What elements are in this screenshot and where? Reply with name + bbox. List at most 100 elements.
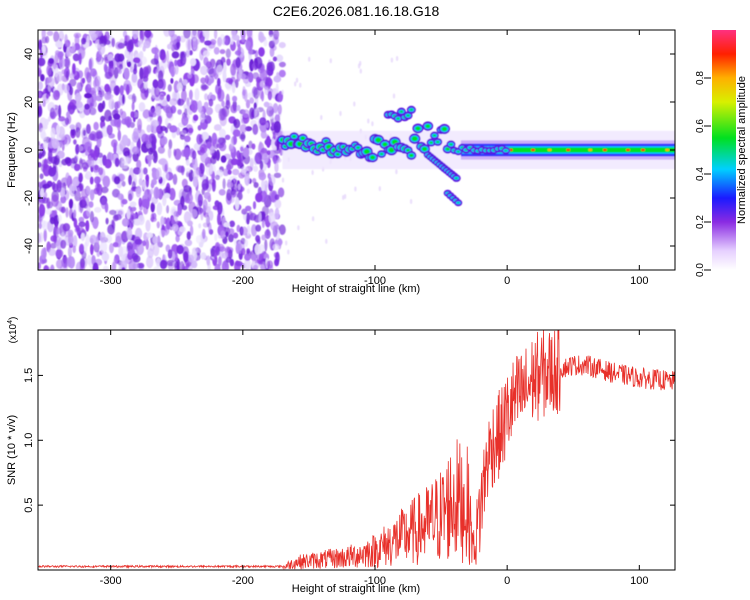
heatmap-noise-cell [131, 93, 136, 104]
heatmap-noise-cell [167, 147, 172, 159]
heatmap-noise-cell [45, 93, 49, 99]
heatmap-noise-cell [162, 254, 167, 261]
heatmap-noise-cell [41, 45, 46, 54]
heatmap-noise-cell [53, 31, 60, 43]
heatmap-noise-cell [233, 135, 237, 145]
heatmap-noise-cell [185, 159, 190, 166]
heatmap-blob [456, 150, 460, 153]
heatmap-noise-cell [208, 98, 214, 107]
heatmap-noise-cell [113, 176, 121, 185]
heatmap-blob [436, 140, 440, 143]
heatmap-noise-cell [142, 167, 148, 175]
heatmap-noise-cell [53, 89, 60, 101]
heatmap-noise-cell [228, 228, 235, 235]
heatmap-noise-cell [220, 230, 226, 240]
heatmap-noise-cell [211, 132, 218, 145]
heatmap-noise-cell [65, 70, 69, 81]
heatmap-noise-cell [100, 240, 108, 254]
heatmap-noise-cell [253, 182, 259, 188]
snr-frame [37, 329, 676, 571]
heatmap-noise-cell [137, 78, 144, 89]
heatmap-noise-cell [83, 141, 92, 151]
heatmap-noise-cell [73, 32, 82, 39]
heatmap-noise-cell [221, 260, 229, 270]
heatmap-noise-cell [238, 68, 242, 80]
heatmap-noise-cell [132, 30, 139, 40]
heatmap-peak [640, 148, 645, 152]
heatmap-noise-cell [97, 152, 103, 158]
heatmap-noise-cell [86, 123, 91, 135]
heatmap-noise-cell [219, 49, 226, 55]
heatmap-noise-cell [41, 30, 46, 40]
heatmap-noise-cell [213, 124, 222, 131]
heatmap-noise-cell [38, 199, 44, 206]
heatmap-noise-cell [275, 83, 279, 96]
heatmap-noise-cell [45, 76, 53, 84]
heatmap-noise-cell [209, 163, 214, 175]
heatmap-blob [406, 114, 410, 117]
heatmap-noise-cell [145, 176, 149, 188]
heatmap-noise-cell [238, 243, 243, 254]
heatmap-noise-cell [229, 220, 236, 228]
heatmap-noise-cell [151, 178, 158, 186]
heatmap-noise-cell [75, 225, 80, 232]
heatmap-noise-cell [311, 216, 315, 222]
heatmap-noise-cell [38, 91, 42, 97]
heatmap-noise-cell [228, 233, 234, 243]
heatmap-noise-cell [208, 222, 212, 235]
heatmap-noise-cell [278, 42, 286, 49]
heatmap-noise-cell [98, 85, 105, 92]
heatmap-noise-cell [129, 201, 137, 207]
heatmap-noise-cell [136, 159, 142, 170]
heatmap-noise-cell [89, 189, 95, 201]
heatmap-noise-cell [106, 124, 113, 136]
heatmap-noise-cell [170, 78, 174, 84]
heatmap-blob [396, 117, 400, 120]
heatmap-noise-cell [215, 174, 220, 180]
heatmap-noise-cell [40, 247, 47, 260]
heatmap-noise-cell [142, 109, 151, 119]
heatmap-noise-cell [81, 197, 86, 207]
heatmap-noise-cell [236, 104, 241, 112]
heatmap-noise-cell [108, 98, 115, 110]
heatmap-noise-cell [266, 260, 274, 269]
heatmap-noise-cell [53, 234, 58, 244]
heatmap-noise-cell [155, 49, 161, 58]
heatmap-noise-cell [114, 214, 122, 221]
heatmap-noise-cell [225, 93, 230, 106]
heatmap-noise-cell [144, 30, 152, 39]
heatmap-noise-cell [225, 231, 229, 238]
heatmap-noise-cell [45, 35, 50, 44]
heatmap-noise-cell [76, 82, 82, 91]
snr-y-tick-label: 1.0 [23, 433, 35, 448]
heatmap-noise-cell [277, 187, 285, 198]
heatmap-noise-cell [65, 172, 70, 185]
heatmap-noise-cell [42, 183, 51, 189]
heatmap-noise-cell [264, 239, 268, 252]
heatmap-noise-cell [132, 57, 141, 64]
heatmap-noise-cell [92, 262, 99, 270]
heatmap-blob [292, 135, 296, 138]
heatmap-noise-cell [248, 140, 253, 149]
heatmap-noise-cell [203, 56, 209, 66]
heatmap-blob [445, 147, 450, 151]
heatmap-noise-cell [165, 106, 173, 119]
heatmap-noise-cell [251, 255, 256, 262]
heatmap-noise-cell [189, 89, 193, 101]
heatmap-noise-cell [131, 146, 140, 155]
heatmap-noise-cell [183, 185, 192, 193]
heatmap-noise-cell [222, 168, 230, 177]
heatmap-noise-cell [246, 30, 253, 38]
heatmap-noise-cell [104, 71, 113, 80]
heatmap-noise-cell [47, 83, 51, 92]
heatmap-noise-cell [75, 101, 83, 109]
heatmap-noise-cell [266, 65, 274, 77]
heatmap-noise-cell [207, 203, 212, 215]
heatmap-noise-cell [233, 232, 239, 239]
heatmap-noise-cell [141, 198, 150, 208]
heatmap-noise-cell [266, 77, 273, 87]
heatmap-noise-cell [392, 93, 396, 99]
heatmap-noise-cell [109, 209, 117, 216]
heatmap-noise-cell [139, 67, 144, 80]
heatmap-noise-cell [199, 111, 206, 123]
